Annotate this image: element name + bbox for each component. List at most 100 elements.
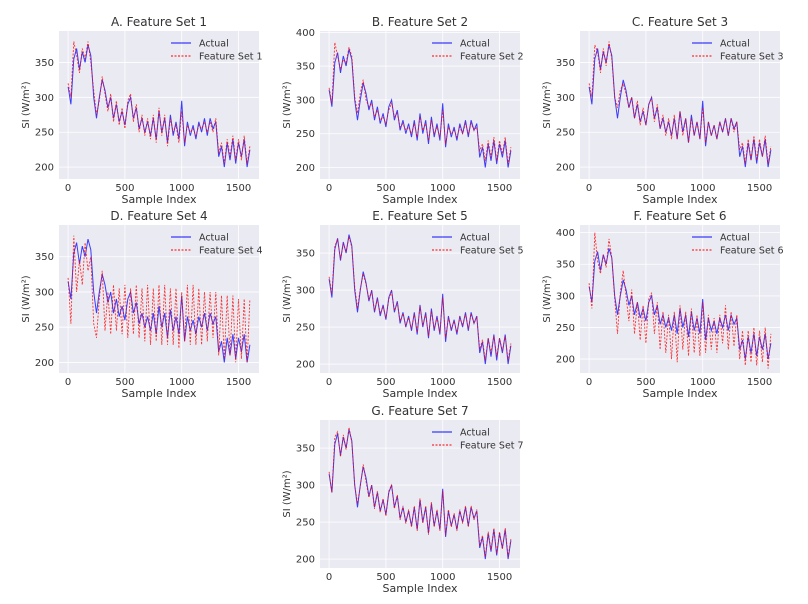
y-tick-label: 300 (556, 93, 575, 104)
subplot-title: A. Feature Set 1 (111, 15, 207, 29)
x-axis-label: Sample Index (382, 582, 458, 595)
y-tick-label: 300 (296, 481, 315, 492)
legend: Actual Feature Set 2 (432, 39, 524, 63)
y-tick-label: 200 (556, 163, 575, 174)
x-tick-label: 0 (326, 183, 332, 194)
y-tick-label: 300 (296, 286, 315, 297)
x-tick-label: 0 (65, 183, 71, 194)
predicted-series-line (67, 235, 251, 363)
y-axis-label: SI (W/m²) (21, 81, 32, 128)
x-tick-label: 0 (326, 377, 332, 388)
y-tick-label: 250 (35, 323, 54, 334)
y-axis-label: SI (W/m²) (282, 81, 293, 128)
x-tick-label: 0 (586, 183, 592, 194)
predicted-series-line (328, 42, 512, 165)
x-tick-label: 1000 (430, 572, 455, 583)
y-tick-label: 200 (35, 163, 54, 174)
legend-predicted-label: Feature Set 5 (460, 246, 524, 257)
subplot-title: B. Feature Set 2 (372, 15, 468, 29)
y-tick-label: 200 (296, 163, 315, 174)
subplot-g: 0 500 1000 1500 200 250 300 350 G. Feature Set 7… (282, 404, 524, 595)
legend-predicted-label: Feature Set 7 (460, 441, 524, 452)
y-tick-label: 350 (296, 62, 315, 73)
legend-predicted-label: Feature Set 1 (199, 52, 263, 63)
x-tick-label: 1500 (487, 572, 512, 583)
legend: Actual Feature Set 3 (692, 39, 784, 63)
x-tick-label: 1500 (747, 183, 772, 194)
legend: Actual Feature Set 7 (432, 428, 524, 452)
y-tick-label: 350 (35, 252, 54, 263)
x-axis-label: Sample Index (121, 387, 197, 400)
x-tick-label: 500 (636, 183, 655, 194)
x-tick-label: 500 (376, 183, 395, 194)
legend: Actual Feature Set 5 (432, 233, 524, 257)
y-tick-label: 200 (296, 360, 315, 371)
y-tick-label: 300 (296, 95, 315, 106)
x-tick-label: 1000 (690, 183, 715, 194)
y-tick-label: 200 (35, 358, 54, 369)
legend-predicted-label: Feature Set 6 (720, 246, 784, 257)
x-tick-label: 500 (115, 377, 134, 388)
subplot-title: E. Feature Set 5 (372, 209, 468, 223)
x-tick-label: 500 (636, 377, 655, 388)
y-tick-label: 300 (556, 291, 575, 302)
legend-actual-label: Actual (460, 39, 490, 50)
y-axis-label: SI (W/m²) (21, 275, 32, 322)
x-tick-label: 1500 (487, 183, 512, 194)
legend-actual-label: Actual (720, 39, 750, 50)
y-tick-label: 200 (296, 555, 315, 566)
y-tick-label: 250 (556, 323, 575, 334)
legend: Actual Feature Set 6 (692, 233, 784, 257)
x-tick-label: 1000 (169, 377, 194, 388)
predicted-series-line (67, 41, 251, 164)
subplot-d: 0 500 1000 1500 200 250 300 350 D. Feature Set 4… (21, 209, 263, 400)
y-tick-label: 200 (556, 355, 575, 366)
y-axis-label: SI (W/m²) (282, 275, 293, 322)
legend-actual-label: Actual (199, 39, 229, 50)
x-tick-label: 0 (326, 572, 332, 583)
y-tick-label: 250 (35, 128, 54, 139)
x-tick-label: 0 (65, 377, 71, 388)
y-tick-label: 250 (296, 518, 315, 529)
y-tick-label: 400 (296, 28, 315, 39)
predicted-series-line (328, 236, 512, 361)
x-tick-label: 1000 (430, 377, 455, 388)
legend-predicted-label: Feature Set 4 (199, 246, 263, 257)
x-tick-label: 1500 (226, 183, 251, 194)
actual-series-line (588, 44, 772, 168)
y-tick-label: 300 (35, 287, 54, 298)
subplot-e: 0 500 1000 1500 200 250 300 350 E. Feature Set 5… (282, 209, 524, 400)
subplot-title: F. Feature Set 6 (634, 209, 727, 223)
legend-actual-label: Actual (199, 233, 229, 244)
y-axis-label: SI (W/m²) (542, 275, 553, 322)
y-tick-label: 350 (35, 58, 54, 69)
subplot-b: 0 500 1000 1500 200 250 300 350 400 B. Feature Se… (282, 15, 524, 206)
predicted-series-line (588, 232, 772, 369)
x-axis-label: Sample Index (382, 387, 458, 400)
x-tick-label: 1000 (690, 377, 715, 388)
x-axis-label: Sample Index (121, 193, 197, 206)
x-tick-label: 500 (376, 377, 395, 388)
legend-predicted-label: Feature Set 3 (720, 52, 784, 63)
y-tick-label: 350 (556, 58, 575, 69)
x-tick-label: 1000 (169, 183, 194, 194)
y-axis-label: SI (W/m²) (282, 470, 293, 517)
y-tick-label: 400 (556, 228, 575, 239)
legend-actual-label: Actual (720, 233, 750, 244)
y-tick-label: 300 (35, 93, 54, 104)
y-axis-label: SI (W/m²) (542, 81, 553, 128)
x-tick-label: 500 (376, 572, 395, 583)
y-tick-label: 250 (296, 129, 315, 140)
y-tick-label: 250 (296, 323, 315, 334)
actual-series-line (328, 234, 512, 365)
x-tick-label: 500 (115, 183, 134, 194)
x-axis-label: Sample Index (642, 193, 718, 206)
legend-actual-label: Actual (460, 233, 490, 244)
legend: Actual Feature Set 1 (171, 39, 263, 63)
y-tick-label: 250 (556, 128, 575, 139)
subplot-title: C. Feature Set 3 (632, 15, 728, 29)
x-tick-label: 1500 (747, 377, 772, 388)
subplot-title: G. Feature Set 7 (371, 404, 468, 418)
x-tick-label: 1500 (226, 377, 251, 388)
